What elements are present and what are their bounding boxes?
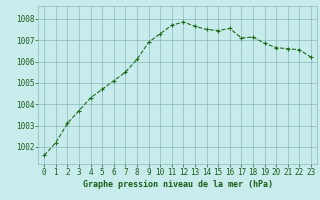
- X-axis label: Graphe pression niveau de la mer (hPa): Graphe pression niveau de la mer (hPa): [83, 180, 273, 189]
